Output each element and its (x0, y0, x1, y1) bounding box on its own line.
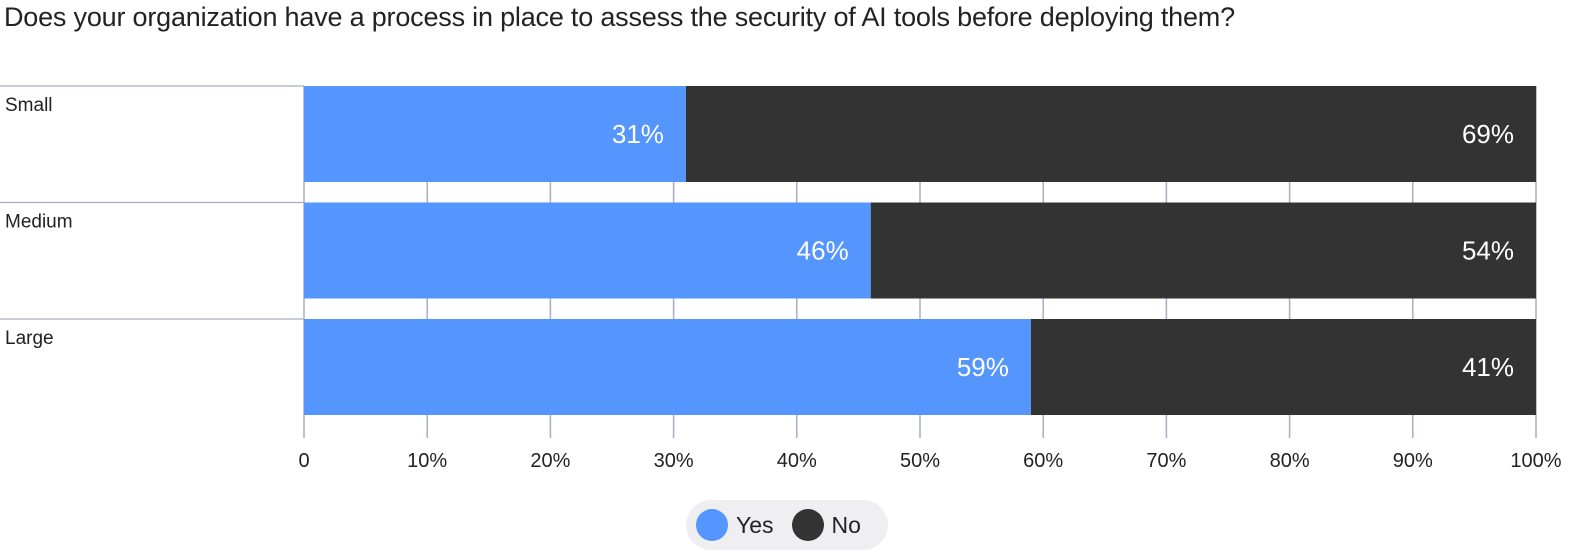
bar-yes-small[interactable] (304, 86, 686, 182)
legend-swatch-yes (696, 509, 728, 541)
chart-title: Does your organization have a process in… (4, 2, 1235, 32)
x-axis-ticks: 0 10% 20% 30% 40% 50% 60% 70% 80% 90% 100% (298, 450, 1561, 472)
data-label-no-medium: 54% (1462, 236, 1514, 266)
bar-no-small[interactable] (685, 86, 1536, 182)
legend: Yes No (686, 500, 888, 550)
x-tick-label: 30% (654, 450, 694, 472)
legend-label-no: No (831, 511, 861, 538)
chart-plot: Small Medium Large 31% 69% 46% 54% 59% 41% 0 10%… (0, 85, 1562, 472)
category-labels: Small Medium Large (5, 95, 73, 349)
data-label-yes-small: 31% (612, 119, 664, 149)
legend-item-yes[interactable]: Yes (696, 509, 774, 541)
category-separators (0, 85, 304, 320)
legend-swatch-no (791, 509, 824, 541)
x-tick-label: 10% (407, 450, 447, 472)
data-label-no-small: 69% (1462, 119, 1514, 149)
data-labels: 31% 69% 46% 54% 59% 41% (612, 119, 1514, 382)
bar-yes-large[interactable] (304, 319, 1031, 415)
x-tick-label: 20% (530, 450, 570, 472)
x-tick-label: 80% (1270, 450, 1310, 472)
bars (304, 86, 1536, 415)
data-label-no-large: 41% (1462, 352, 1514, 382)
bar-no-large[interactable] (1030, 319, 1536, 415)
category-label-medium: Medium (5, 212, 73, 233)
data-label-yes-large: 59% (957, 352, 1009, 382)
bar-no-medium[interactable] (870, 202, 1536, 299)
x-tick-label: 70% (1146, 450, 1186, 472)
x-tick-label: 50% (900, 450, 940, 472)
data-label-yes-medium: 46% (797, 236, 849, 266)
legend-item-no[interactable]: No (791, 509, 861, 541)
x-tick-label: 40% (777, 450, 817, 472)
x-tick-label: 60% (1023, 450, 1063, 472)
category-label-small: Small (5, 95, 53, 116)
x-tick-label: 100% (1510, 450, 1561, 472)
legend-label-yes: Yes (736, 511, 774, 538)
bar-yes-medium[interactable] (304, 202, 871, 299)
x-tick-label: 0 (298, 450, 309, 472)
category-label-large: Large (5, 328, 54, 349)
x-tick-label: 90% (1393, 450, 1433, 472)
